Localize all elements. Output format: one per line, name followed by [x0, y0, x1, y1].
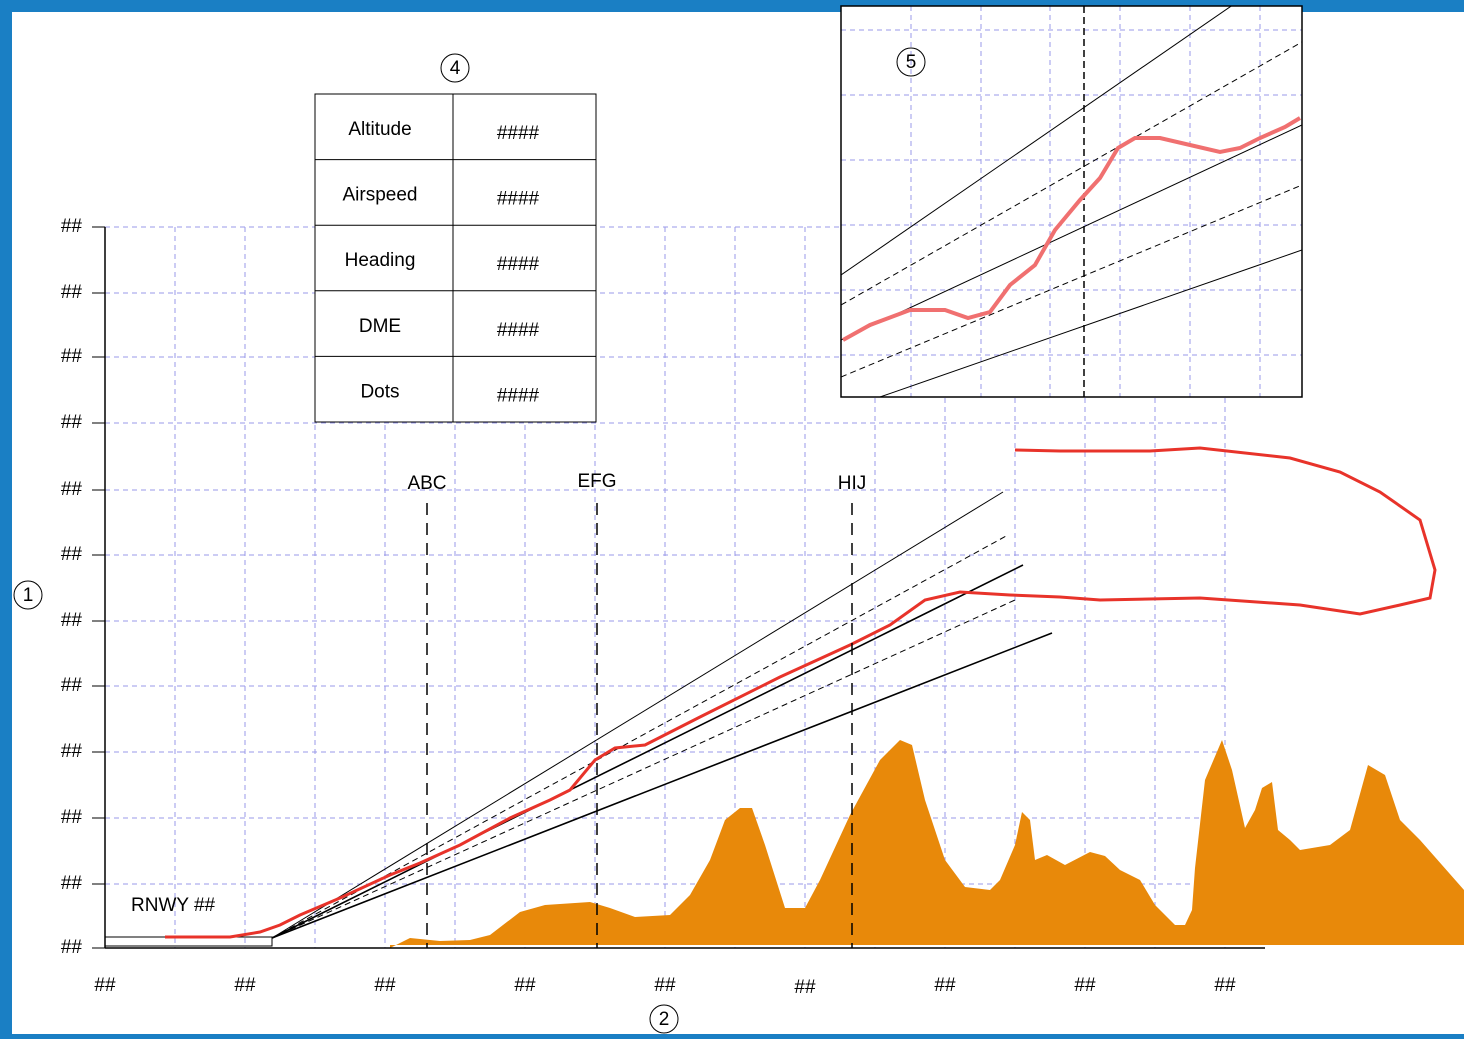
terrain — [390, 740, 1464, 948]
data-table: Altitude #### Airspeed #### Heading #### DME ##… — [314, 93, 597, 423]
table-value: #### — [497, 254, 540, 275]
table-field: Altitude — [348, 119, 411, 140]
y-tick-label: ## — [61, 807, 83, 828]
callout-circle — [13, 580, 43, 610]
inset — [840, 5, 1303, 398]
table-value: #### — [497, 385, 540, 406]
x-tick-label: ## — [654, 975, 676, 996]
glide-path — [271, 564, 1024, 939]
fix-label: ABC — [407, 473, 446, 494]
y-tick-label: ## — [61, 741, 83, 762]
flight-track — [165, 446, 1437, 939]
dot-line — [271, 599, 1016, 939]
inset-grid — [841, 6, 1302, 397]
fix-label: HIJ — [838, 473, 867, 494]
inset-bg — [841, 6, 1302, 397]
x-tick-label: ## — [514, 975, 536, 996]
y-tick-label: ## — [61, 675, 83, 696]
callout-circle — [649, 1004, 679, 1034]
y-tick-label: ## — [61, 937, 83, 958]
glide-path — [841, 124, 1302, 341]
dot-line — [841, 184, 1302, 378]
runway-label: RNWY ## — [131, 895, 216, 916]
fixes: ABC EFG HIJ — [407, 471, 866, 948]
callout-circle — [440, 53, 470, 83]
y-tick-label: ## — [61, 610, 83, 631]
table-field: DME — [359, 316, 401, 337]
table-frame — [314, 93, 597, 423]
callout-circle — [896, 47, 926, 77]
callout-number: 5 — [906, 52, 917, 73]
y-tick-label: ## — [61, 873, 83, 894]
limit-line — [271, 632, 1053, 939]
limit-line — [841, 6, 1233, 276]
table-field: Heading — [345, 250, 416, 271]
x-tick-label: ## — [94, 975, 116, 996]
inset-lines — [841, 6, 1302, 397]
x-tick-label: ## — [794, 977, 816, 998]
y-tick-label: ## — [61, 479, 83, 500]
glide-lines — [271, 491, 1053, 939]
limit-line — [271, 491, 1004, 939]
y-tick-label: ## — [61, 216, 83, 237]
inset-track — [842, 116, 1302, 342]
y-tick-label: ## — [61, 346, 83, 367]
x-tick-label: ## — [234, 975, 256, 996]
y-tick-label: ## — [61, 544, 83, 565]
table-field: Dots — [360, 381, 399, 402]
fix-label: EFG — [577, 471, 616, 492]
callout-number: 2 — [659, 1009, 670, 1030]
x-tick-label: ## — [374, 975, 396, 996]
x-tick-label: ## — [1214, 975, 1236, 996]
callouts: 1 2 4 5 — [13, 47, 926, 1034]
y-tick-label: ## — [61, 282, 83, 303]
y-tick-label: ## — [61, 412, 83, 433]
table-value: #### — [497, 189, 540, 210]
dot-line — [841, 41, 1302, 306]
callout-number: 1 — [23, 585, 34, 606]
x-tick-label: ## — [934, 975, 956, 996]
inset-frame — [840, 5, 1303, 398]
x-tick-label: ## — [1074, 975, 1096, 996]
table-field: Airspeed — [343, 185, 418, 206]
callout-number: 4 — [450, 58, 461, 79]
table-value: #### — [497, 123, 540, 144]
limit-line — [879, 249, 1302, 397]
table-value: #### — [497, 320, 540, 341]
